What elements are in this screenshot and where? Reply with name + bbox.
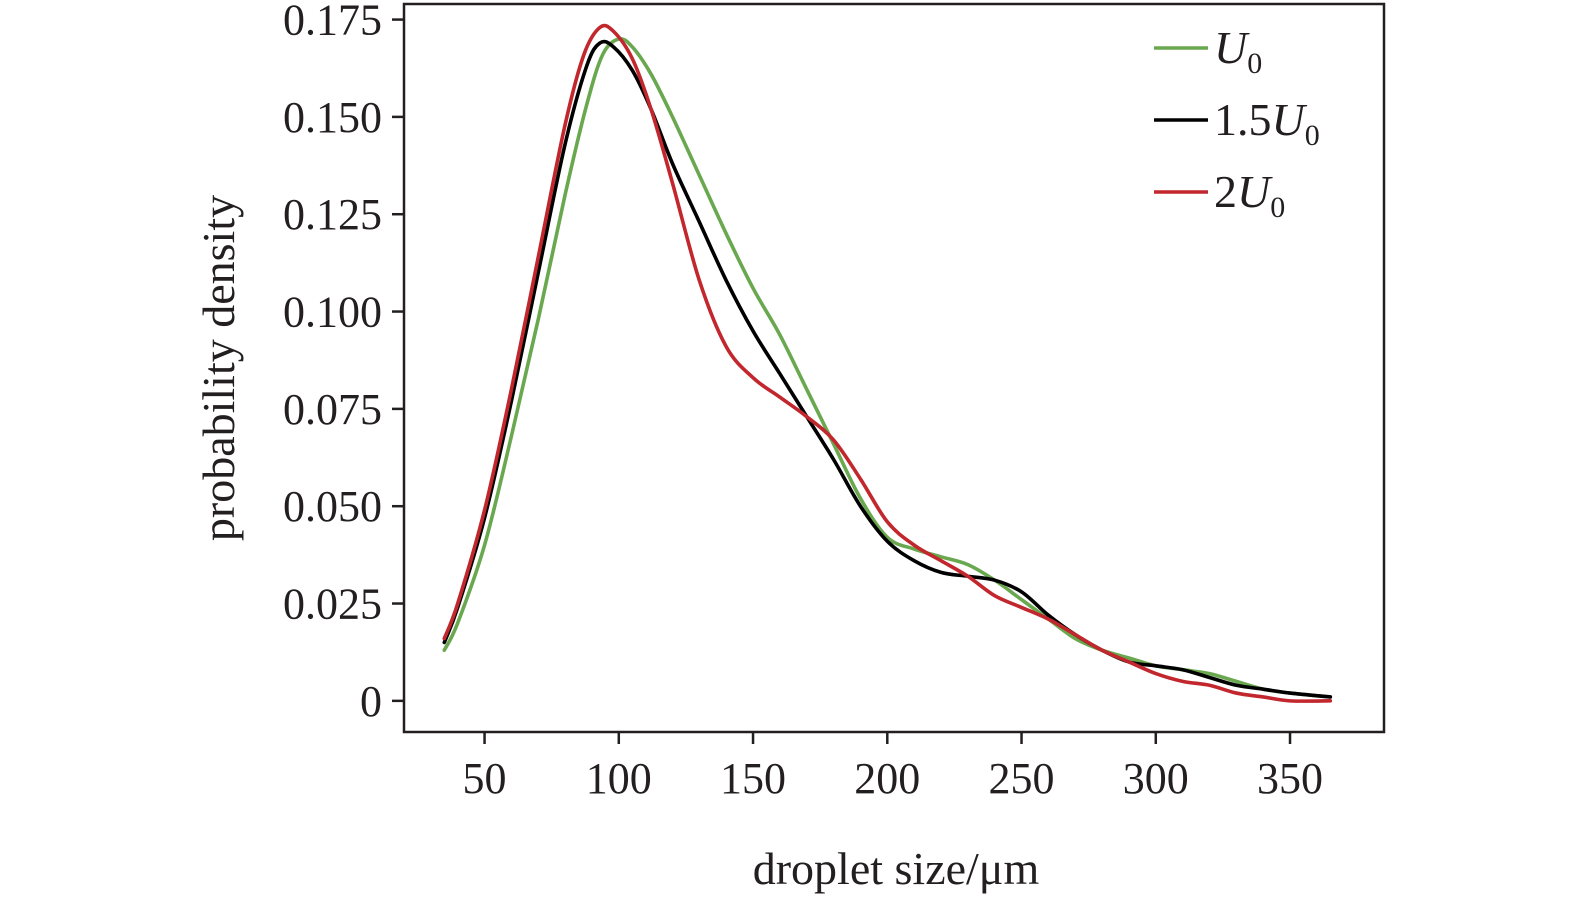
legend-label-2: 2U0 [1214, 166, 1285, 224]
x-tick-label: 50 [463, 754, 507, 803]
y-tick-label: 0.050 [283, 482, 382, 531]
y-axis: 0 0.025 0.050 0.075 0.100 0.125 0.150 0.175 [283, 0, 404, 726]
y-tick-label: 0.025 [283, 580, 382, 629]
x-axis: 50 100 150 200 250 300 350 [463, 732, 1323, 803]
legend-label-subscript: 0 [1247, 47, 1262, 80]
legend-label-subscript: 0 [1305, 119, 1320, 152]
series-line-1 [442, 39, 1333, 699]
y-axis-title: probability density [193, 195, 244, 541]
x-tick-label: 200 [854, 754, 920, 803]
x-tick-label: 100 [586, 754, 652, 803]
legend-label-symbol: U [1272, 94, 1308, 145]
legend-label-symbol: U [1214, 22, 1250, 73]
plot-frame [402, 2, 1386, 734]
legend-label-1: 1.5U0 [1214, 94, 1320, 152]
legend-label-0: U0 [1214, 22, 1262, 80]
y-tick-label: 0.175 [283, 0, 382, 45]
series-line-2 [442, 23, 1333, 703]
x-tick-label: 250 [989, 754, 1055, 803]
legend-label-prefix: 2 [1214, 166, 1237, 217]
y-tick-label: 0.100 [283, 288, 382, 337]
y-tick-label: 0.075 [283, 385, 382, 434]
series-line-0 [442, 36, 1333, 699]
x-tick-label: 350 [1257, 754, 1323, 803]
y-tick-label: 0.150 [283, 93, 382, 142]
x-tick-label: 300 [1123, 754, 1189, 803]
x-axis-title: droplet size/μm [753, 843, 1040, 894]
series-lines [442, 23, 1333, 703]
legend-label-symbol: U [1237, 166, 1273, 217]
y-tick-label: 0.125 [283, 190, 382, 239]
x-tick-label: 150 [720, 754, 786, 803]
y-tick-label: 0 [360, 677, 382, 726]
legend-label-prefix: 1.5 [1214, 94, 1272, 145]
legend-label-subscript: 0 [1270, 191, 1285, 224]
